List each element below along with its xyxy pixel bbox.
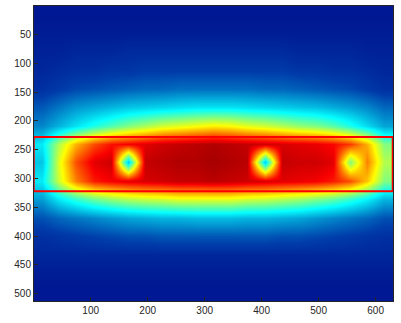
- svg-text:500: 500: [310, 305, 327, 316]
- svg-text:100: 100: [82, 305, 99, 316]
- svg-text:600: 600: [367, 305, 384, 316]
- svg-text:450: 450: [14, 259, 31, 270]
- svg-text:400: 400: [253, 305, 270, 316]
- svg-text:400: 400: [14, 231, 31, 242]
- svg-text:200: 200: [139, 305, 156, 316]
- svg-text:300: 300: [196, 305, 213, 316]
- svg-text:200: 200: [14, 115, 31, 126]
- svg-text:50: 50: [20, 29, 32, 40]
- svg-text:300: 300: [14, 173, 31, 184]
- svg-text:250: 250: [14, 144, 31, 155]
- svg-text:500: 500: [14, 288, 31, 299]
- svg-text:150: 150: [14, 87, 31, 98]
- svg-text:350: 350: [14, 202, 31, 213]
- svg-text:100: 100: [14, 58, 31, 69]
